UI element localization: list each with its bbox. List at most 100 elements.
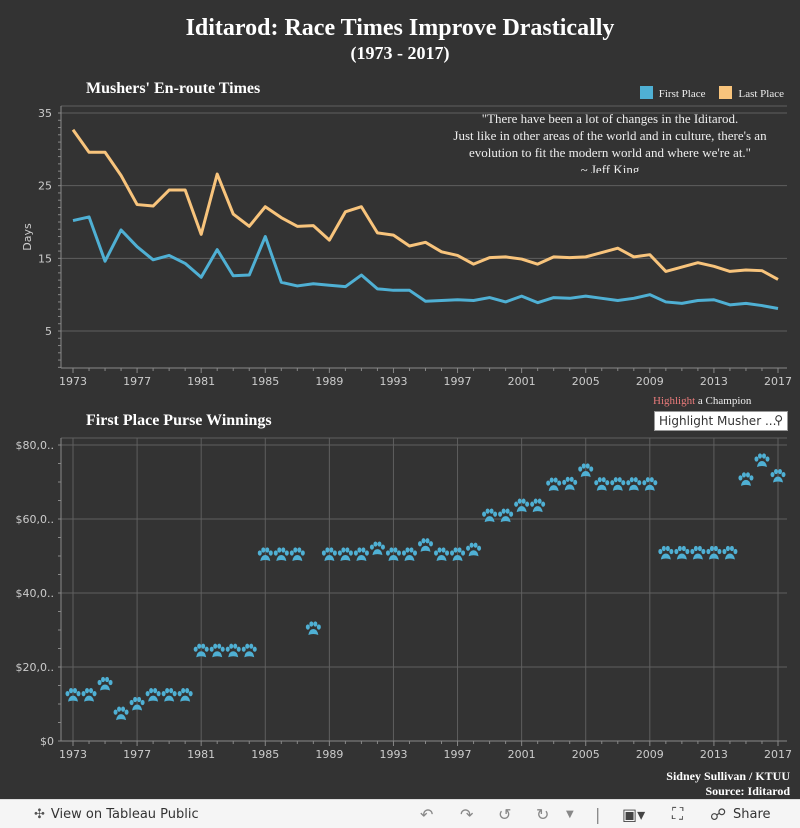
paw-icon[interactable] [450, 547, 466, 561]
paw-toe [300, 550, 305, 556]
paw-toe [697, 545, 702, 552]
paw-icon[interactable] [722, 545, 738, 560]
paw-toe [745, 472, 750, 478]
paw-icon[interactable] [369, 541, 385, 556]
legend-first-place[interactable]: First Place [639, 86, 705, 100]
paw-icon[interactable] [674, 545, 690, 560]
download-icon[interactable]: ▣▾ [622, 804, 646, 824]
paw-toe [124, 709, 129, 715]
paw-toe [393, 547, 398, 553]
paw-icon[interactable] [129, 696, 145, 711]
refresh-icon[interactable]: ↻ [536, 804, 550, 824]
paw-icon[interactable] [642, 477, 658, 491]
paw-icon[interactable] [578, 463, 594, 478]
paw-icon[interactable] [466, 542, 482, 557]
paw-icon[interactable] [97, 676, 113, 691]
paw-toe [569, 476, 574, 482]
paw-icon[interactable] [113, 706, 129, 721]
paw-icon[interactable] [738, 472, 754, 486]
paw-icon[interactable] [289, 547, 305, 561]
paw-icon[interactable] [193, 643, 209, 658]
paw-toe [498, 511, 503, 517]
paw-toe [172, 691, 177, 697]
paw-toe [153, 688, 158, 694]
paw-icon[interactable] [225, 643, 241, 658]
paw-toe [284, 550, 289, 556]
paw-icon[interactable] [337, 547, 353, 561]
paw-icon[interactable] [145, 688, 161, 702]
paw-pad [148, 695, 159, 702]
paw-toe [757, 453, 762, 459]
paw-toe [466, 545, 471, 551]
paw-icon[interactable] [658, 545, 674, 560]
paw-icon[interactable] [257, 547, 273, 561]
paw-toe [252, 646, 257, 652]
paw-toe [145, 691, 150, 697]
search-icon[interactable]: ⚲ [774, 413, 783, 427]
paw-toe [761, 453, 766, 459]
paw-toe [690, 548, 695, 555]
highlight-musher-input[interactable]: Highlight Musher ... ⚲ [654, 411, 788, 431]
paw-icon[interactable] [161, 688, 177, 702]
paw-toe [445, 550, 450, 556]
share-button[interactable]: Share [733, 806, 771, 822]
paw-icon[interactable] [610, 477, 626, 491]
paw-icon[interactable] [305, 621, 321, 635]
paw-icon[interactable] [385, 547, 401, 561]
paw-icon[interactable] [546, 477, 562, 492]
paw-toe [626, 480, 631, 486]
paw-toe [677, 545, 682, 552]
paw-pad [244, 651, 255, 658]
paw-icon[interactable] [706, 545, 722, 560]
x-tick-label: 1993 [379, 375, 407, 388]
paw-icon[interactable] [273, 547, 289, 561]
paw-toe [341, 547, 346, 553]
paw-icon[interactable] [514, 498, 530, 513]
paw-icon[interactable] [690, 545, 706, 560]
paw-icon[interactable] [770, 468, 786, 483]
paw-icon[interactable] [482, 508, 498, 523]
paw-toe [268, 550, 273, 556]
paw-icon[interactable] [594, 477, 610, 491]
paw-toe [774, 468, 778, 475]
paw-icon[interactable] [530, 498, 546, 513]
paw-icon[interactable] [241, 643, 257, 658]
paw-icon[interactable] [418, 538, 433, 552]
series-line-first-place [72, 215, 779, 310]
revert-icon[interactable]: ↺ [498, 804, 512, 824]
paw-icon[interactable] [177, 688, 193, 702]
redo-icon[interactable]: ↷ [460, 804, 474, 824]
legend-last-place[interactable]: Last Place [719, 86, 784, 100]
paw-toe [193, 646, 198, 652]
x-tick-label: 1973 [59, 748, 87, 761]
paw-pad [420, 545, 431, 552]
paw-toe [649, 477, 654, 483]
paw-toe [645, 477, 650, 483]
paw-toe [701, 548, 706, 555]
paw-pad [292, 555, 303, 561]
paw-icon[interactable] [209, 643, 225, 658]
paw-pad [532, 506, 543, 513]
chevron-down-icon[interactable]: ▼ [566, 808, 574, 820]
dashboard-title: Iditarod: Race Times Improve Drastically… [0, 14, 800, 64]
undo-icon[interactable]: ↶ [420, 804, 434, 824]
paw-icon[interactable] [65, 688, 81, 702]
paw-pad [484, 516, 495, 523]
paw-icon[interactable] [321, 547, 337, 561]
paw-toe [69, 688, 73, 694]
paw-icon[interactable] [353, 547, 369, 561]
paw-toe [81, 691, 86, 697]
paw-toe [738, 475, 743, 481]
paw-icon[interactable] [401, 547, 417, 561]
view-on-tableau-button[interactable]: ✣ View on Tableau Public [34, 807, 199, 822]
x-tick-label: 1997 [444, 748, 472, 761]
paw-icon[interactable] [754, 453, 770, 468]
paw-icon[interactable] [626, 477, 642, 491]
paw-toe [396, 550, 401, 556]
share-icon[interactable]: ☍ [710, 804, 727, 824]
fullscreen-icon[interactable]: ⛶ [672, 804, 684, 823]
paw-icon[interactable] [562, 476, 578, 491]
paw-icon[interactable] [81, 688, 97, 702]
paw-icon[interactable] [498, 508, 514, 523]
paw-icon[interactable] [434, 547, 450, 561]
